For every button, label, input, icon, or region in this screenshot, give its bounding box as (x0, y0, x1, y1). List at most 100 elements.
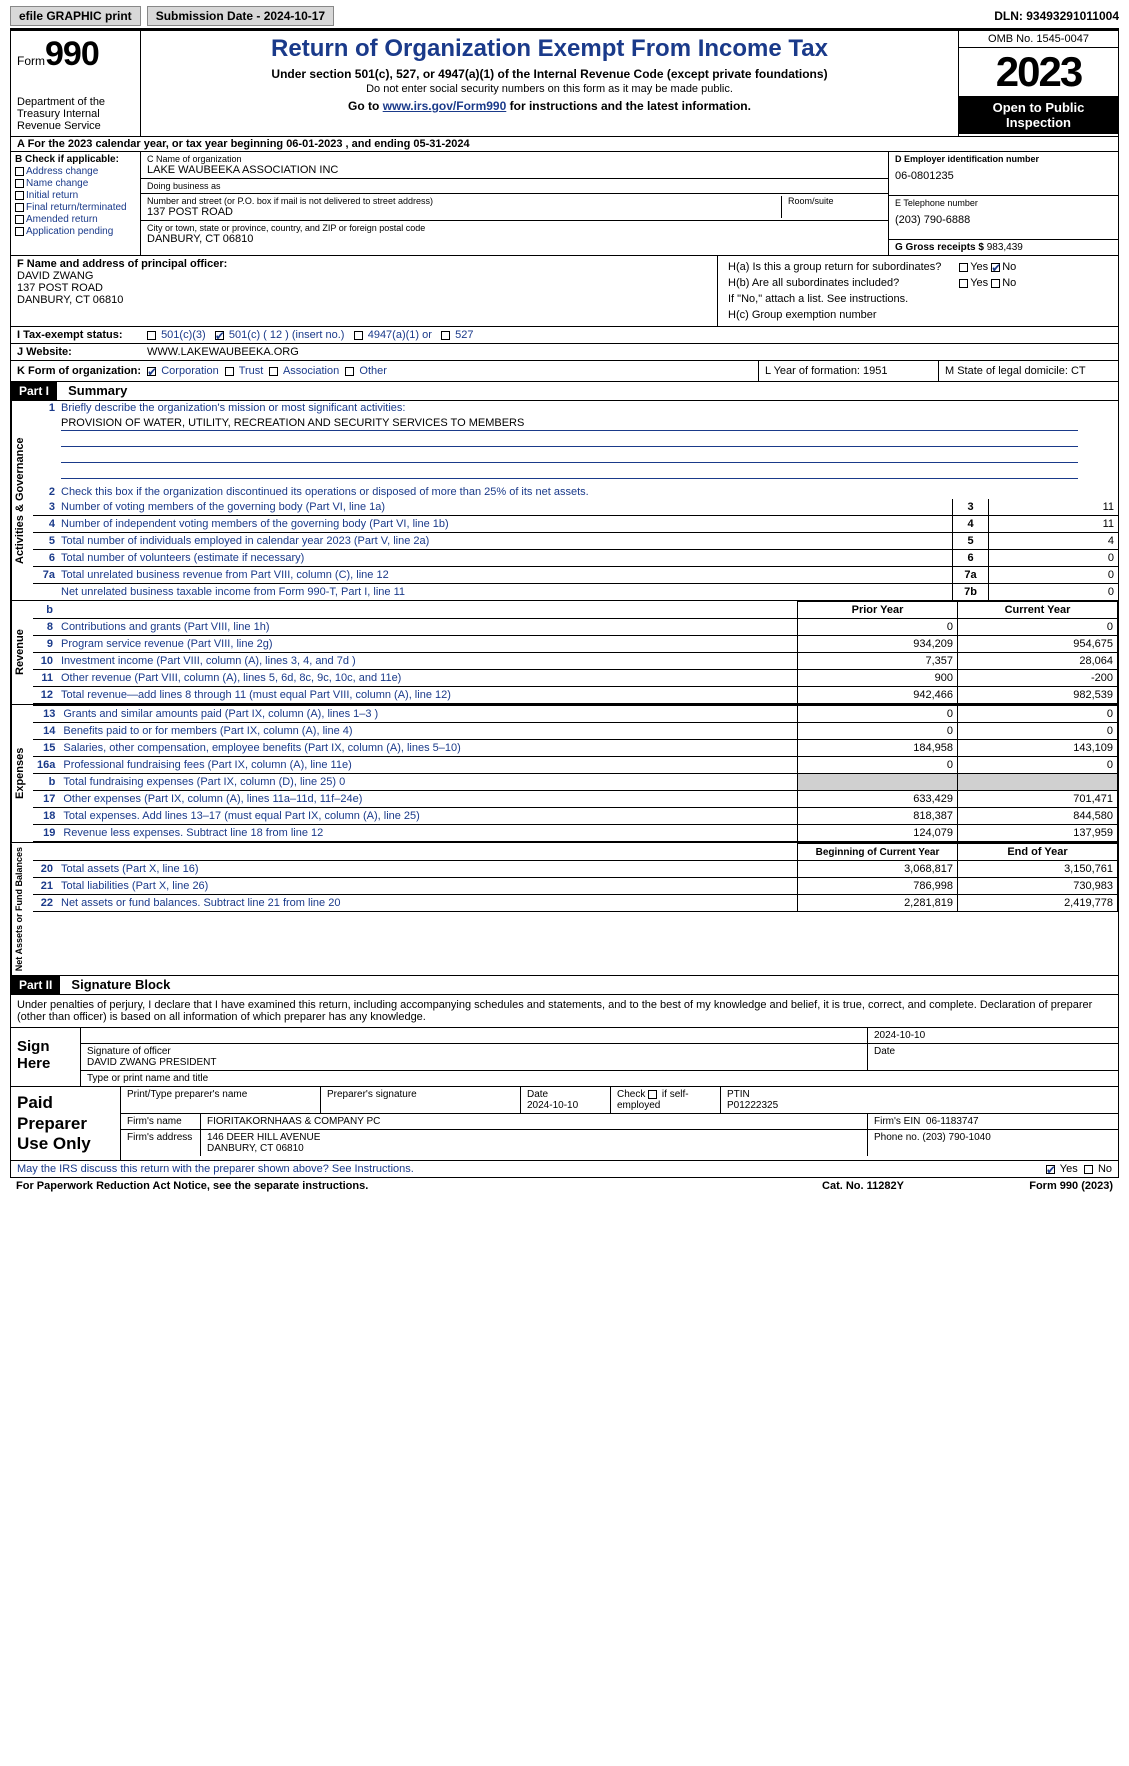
col-begin-year: Beginning of Current Year (798, 844, 958, 861)
omb-number: OMB No. 1545-0047 (959, 31, 1118, 48)
row-a-tax-year: A For the 2023 calendar year, or tax yea… (10, 137, 1119, 152)
chk-4947[interactable] (354, 331, 363, 340)
tax-year: 2023 (959, 48, 1118, 96)
prep-date-hdr: Date (527, 1089, 548, 1100)
ha-yes: Yes (970, 261, 988, 273)
hb-yes: Yes (970, 277, 988, 289)
sign-date-value: 2024-10-10 (868, 1028, 1118, 1043)
officer-street: 137 POST ROAD (17, 282, 711, 294)
mission-blank-3 (61, 465, 1078, 479)
hb-note: If "No," attach a list. See instructions… (726, 292, 1110, 306)
discuss-no-chk[interactable] (1084, 1165, 1093, 1174)
section-fgh: F Name and address of principal officer:… (10, 256, 1119, 327)
chk-corp[interactable] (147, 367, 156, 376)
city-value: DANBURY, CT 06810 (147, 233, 882, 245)
cell-dba: Doing business as (141, 179, 888, 194)
ha-yes-chk[interactable] (959, 263, 968, 272)
paid-preparer-block: Paid Preparer Use Only Print/Type prepar… (10, 1087, 1119, 1161)
firm-addr2: DANBURY, CT 06810 (207, 1143, 304, 1154)
part1-header: Part I Summary (10, 382, 1119, 401)
goto-post: for instructions and the latest informat… (506, 99, 751, 113)
vtab-expenses: Expenses (11, 705, 33, 842)
col-b-checkboxes: B Check if applicable: Address change Na… (11, 152, 141, 255)
form-label: Form (17, 54, 45, 68)
hb-no-chk[interactable] (991, 279, 1000, 288)
gross-value: 983,439 (987, 242, 1023, 253)
chk-assoc[interactable] (269, 367, 278, 376)
section-governance: Activities & Governance 1Briefly describ… (10, 401, 1119, 601)
phone-value: (203) 790-6888 (895, 208, 1112, 226)
efile-button[interactable]: efile GRAPHIC print (10, 6, 141, 26)
sig-officer-name: DAVID ZWANG PRESIDENT (87, 1057, 861, 1068)
table-row: 15Salaries, other compensation, employee… (33, 740, 1118, 757)
chk-name-change[interactable]: Name change (15, 178, 136, 189)
row-j-website: J Website: WWW.LAKEWAUBEEKA.ORG (10, 344, 1119, 361)
opt-other: Other (359, 365, 387, 377)
cell-city: City or town, state or province, country… (141, 221, 888, 247)
ha-no-chk[interactable] (991, 263, 1000, 272)
firm-phone-label: Phone no. (874, 1132, 920, 1143)
type-name-label: Type or print name and title (81, 1071, 1118, 1086)
chk-other[interactable] (345, 367, 354, 376)
mission-blank-1 (61, 433, 1078, 447)
chk-application-pending[interactable]: Application pending (15, 226, 136, 237)
table-row: 21Total liabilities (Part X, line 26)786… (33, 878, 1118, 895)
sig-officer-label: Signature of officer (87, 1046, 861, 1057)
chk-final-return[interactable]: Final return/terminated (15, 202, 136, 213)
cell-org-name: C Name of organization LAKE WAUBEEKA ASS… (141, 152, 888, 179)
firm-addr1: 146 DEER HILL AVENUE (207, 1132, 320, 1143)
form990-link[interactable]: www.irs.gov/Form990 (383, 99, 507, 113)
table-row: 10Investment income (Part VIII, column (… (33, 653, 1118, 670)
table-row: 16aProfessional fundraising fees (Part I… (33, 757, 1118, 774)
firm-name-label: Firm's name (121, 1114, 201, 1129)
room-label: Room/suite (788, 196, 882, 206)
ein-label: D Employer identification number (895, 154, 1112, 164)
officer-name: DAVID ZWANG (17, 270, 711, 282)
form-title: Return of Organization Exempt From Incom… (149, 35, 950, 63)
opt-501c3: 501(c)(3) (161, 329, 206, 341)
officer-label: F Name and address of principal officer: (17, 258, 711, 270)
chk-527[interactable] (441, 331, 450, 340)
discuss-row: May the IRS discuss this return with the… (10, 1161, 1119, 1178)
pra-notice: For Paperwork Reduction Act Notice, see … (16, 1180, 763, 1192)
identity-grid: B Check if applicable: Address change Na… (10, 152, 1119, 256)
col-prior-year: Prior Year (798, 602, 958, 619)
gov-row: Net unrelated business taxable income fr… (33, 583, 1118, 600)
hb-label: H(b) Are all subordinates included? (728, 277, 899, 289)
cell-street: Number and street (or P.O. box if mail i… (141, 194, 888, 221)
gov-row: 7aTotal unrelated business revenue from … (33, 566, 1118, 583)
firm-phone: (203) 790-1040 (922, 1132, 990, 1143)
table-row: bTotal fundraising expenses (Part IX, co… (33, 774, 1118, 791)
firm-ein: 06-1183747 (926, 1116, 979, 1127)
goto-pre: Go to (348, 99, 383, 113)
gross-label: G Gross receipts $ (895, 242, 984, 253)
prep-sig-hdr: Preparer's signature (321, 1087, 521, 1113)
chk-amended-return[interactable]: Amended return (15, 214, 136, 225)
ha-no: No (1002, 261, 1016, 273)
discuss-no: No (1098, 1163, 1112, 1175)
table-row: 19Revenue less expenses. Subtract line 1… (33, 825, 1118, 842)
form-footer: Form 990 (2023) (1029, 1180, 1113, 1192)
chk-initial-return[interactable]: Initial return (15, 190, 136, 201)
chk-trust[interactable] (225, 367, 234, 376)
mission-blank-2 (61, 449, 1078, 463)
table-row: 17Other expenses (Part IX, column (A), l… (33, 791, 1118, 808)
row-i-tax-status: I Tax-exempt status: 501(c)(3) 501(c) ( … (10, 327, 1119, 344)
city-label: City or town, state or province, country… (147, 223, 882, 233)
cat-no: Cat. No. 11282Y (763, 1180, 963, 1192)
discuss-text: May the IRS discuss this return with the… (17, 1163, 414, 1175)
table-row: 8Contributions and grants (Part VIII, li… (33, 619, 1118, 636)
ha-label: H(a) Is this a group return for subordin… (728, 261, 941, 273)
chk-501c3[interactable] (147, 331, 156, 340)
section-expenses: Expenses 13Grants and similar amounts pa… (10, 705, 1119, 843)
form-subtitle-2: Do not enter social security numbers on … (149, 83, 950, 95)
chk-501c[interactable] (215, 331, 224, 340)
chk-address-change[interactable]: Address change (15, 166, 136, 177)
hb-yes-chk[interactable] (959, 279, 968, 288)
chk-self-employed[interactable] (648, 1090, 657, 1099)
discuss-yes-chk[interactable] (1046, 1165, 1055, 1174)
col-end-year: End of Year (958, 844, 1118, 861)
dln: DLN: 93493291011004 (994, 9, 1119, 23)
part1-label: Part I (11, 382, 57, 400)
expenses-table: 13Grants and similar amounts paid (Part … (33, 705, 1118, 842)
